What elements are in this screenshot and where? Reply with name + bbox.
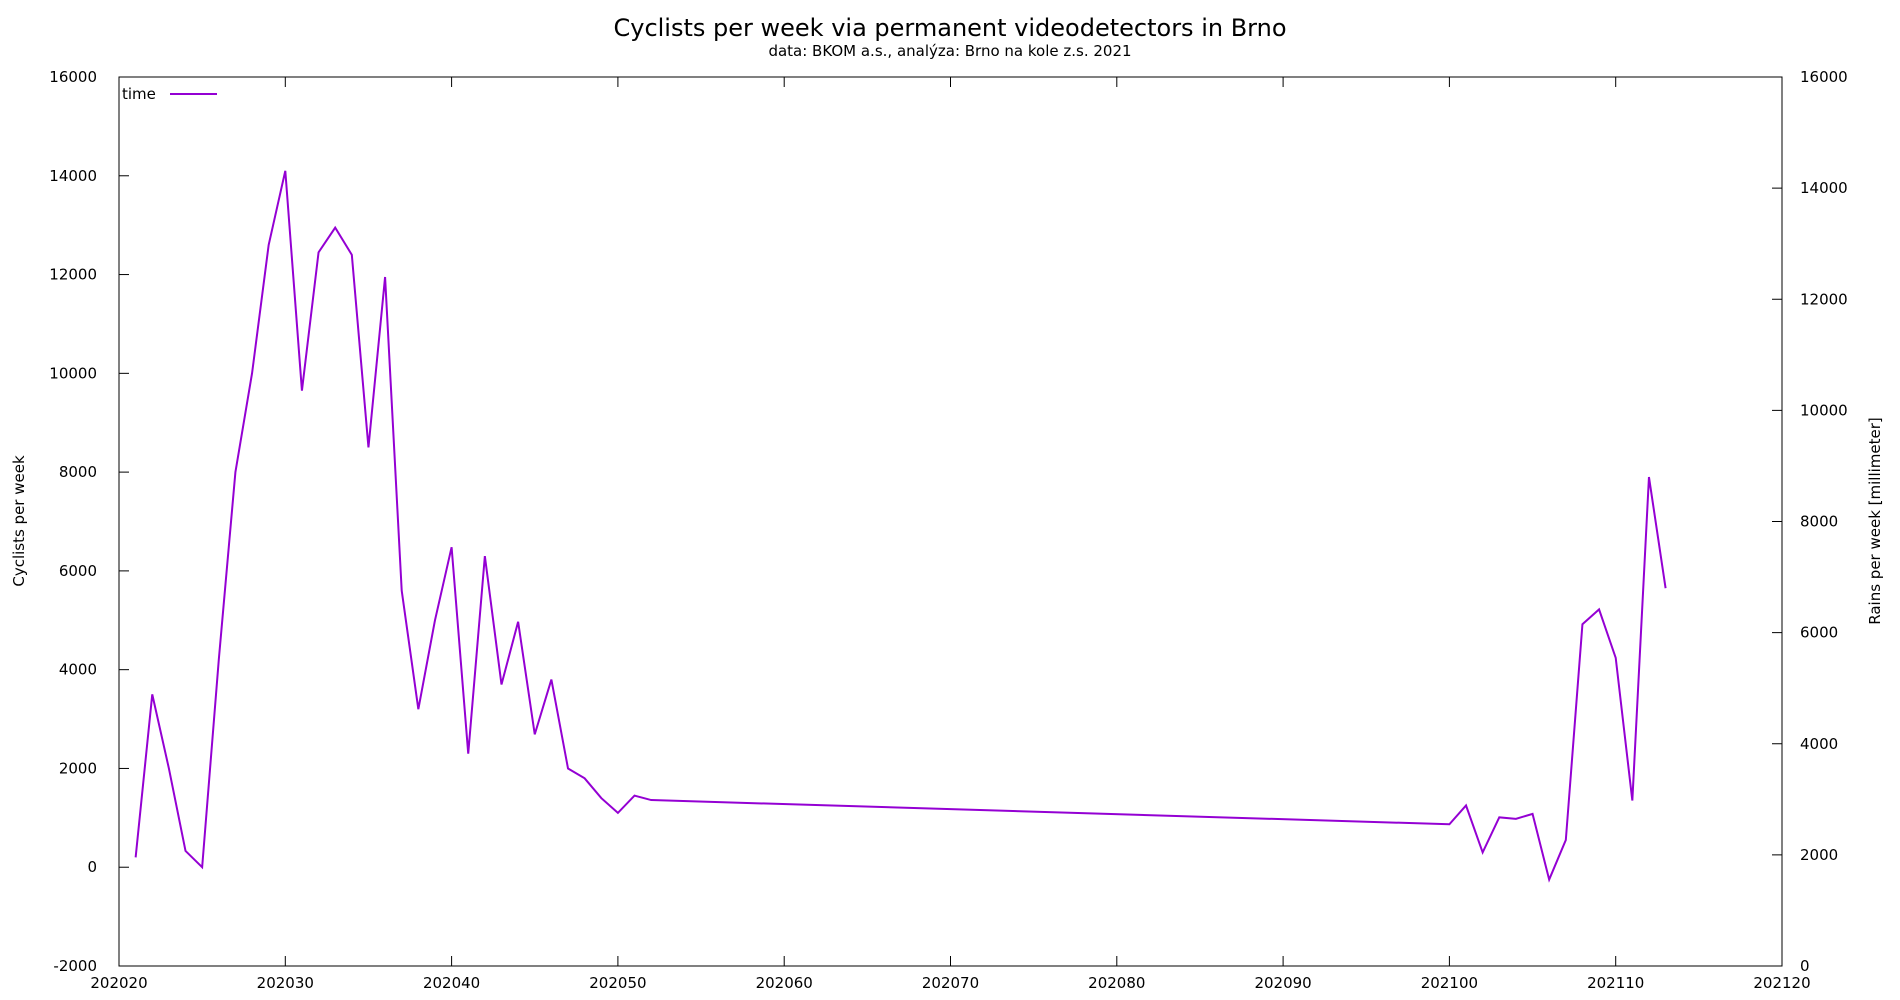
- x-tick-label: 202020: [90, 974, 147, 992]
- y2-tick-label: 4000: [1800, 735, 1838, 753]
- x-tick-label: 202050: [589, 974, 646, 992]
- series-layer: [134, 170, 1667, 883]
- x-tick-label: 202100: [1421, 974, 1478, 992]
- y-tick-label: 0: [87, 858, 97, 876]
- y-tick-label: 14000: [49, 167, 97, 185]
- chart-subtitle: data: BKOM a.s., analýza: Brno na kole z…: [768, 42, 1131, 60]
- y2-tick-label: 14000: [1800, 179, 1848, 197]
- y-tick-label: -2000: [53, 957, 97, 975]
- y-tick-label: 4000: [59, 661, 97, 679]
- y-tick-label: 2000: [59, 759, 97, 777]
- y2-tick-label: 2000: [1800, 846, 1838, 864]
- y2-tick-label: 12000: [1800, 290, 1848, 308]
- y2-tick-label: 0: [1800, 957, 1810, 975]
- y-tick-label: 8000: [59, 463, 97, 481]
- legend-entry-time: time: [122, 85, 156, 103]
- y-axis-label: Cyclists per week: [10, 455, 28, 587]
- x-tick-label: 202070: [922, 974, 979, 992]
- y-tick-label: 10000: [49, 364, 97, 382]
- y-axis-ticks: -2000 0 2000 4000 6000 8000 10000 12000 14000 160…: [49, 68, 129, 975]
- x-tick-label: 202040: [423, 974, 480, 992]
- y-tick-label: 12000: [49, 266, 97, 284]
- y2-tick-label: 6000: [1800, 624, 1838, 642]
- plot-frame: [118, 76, 1783, 967]
- x-tick-label: 202120: [1753, 974, 1810, 992]
- y2-tick-label: 16000: [1800, 68, 1848, 86]
- x-tick-label: 202110: [1587, 974, 1644, 992]
- x-tick-label: 202090: [1254, 974, 1311, 992]
- series-line-time: [134, 170, 1667, 883]
- y2-axis-ticks: 0 2000 4000 6000 8000 10000 12000 14000 16000: [1772, 68, 1848, 975]
- x-axis-ticks: 202020 202030 202040 202050 202060 202070 2020…: [90, 77, 1811, 992]
- x-tick-label: 202030: [257, 974, 314, 992]
- y-tick-label: 16000: [49, 68, 97, 86]
- legend: time: [122, 85, 217, 103]
- x-tick-label: 202060: [756, 974, 813, 992]
- y-tick-label: 6000: [59, 562, 97, 580]
- y2-tick-label: 10000: [1800, 401, 1848, 419]
- y2-axis-label: Rains per week [millimeter]: [1866, 417, 1884, 625]
- chart-title: Cyclists per week via permanent videodet…: [613, 14, 1286, 42]
- y2-tick-label: 8000: [1800, 513, 1838, 531]
- x-tick-label: 202080: [1088, 974, 1145, 992]
